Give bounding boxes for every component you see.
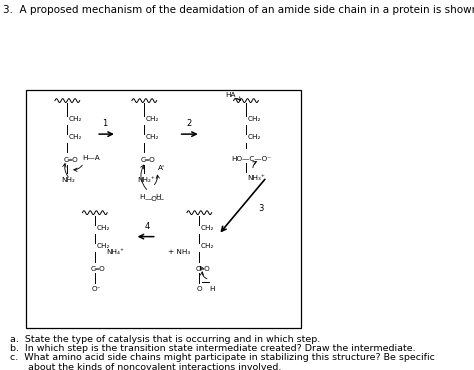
- Text: CH₂: CH₂: [146, 134, 159, 140]
- Text: 3: 3: [258, 204, 264, 213]
- Text: 1: 1: [102, 120, 108, 128]
- Text: H: H: [139, 195, 145, 201]
- Text: HA: HA: [226, 92, 236, 98]
- Text: O: O: [197, 286, 202, 292]
- Text: CH₂: CH₂: [201, 243, 214, 249]
- Text: H—A: H—A: [82, 155, 100, 161]
- Text: C: C: [195, 266, 200, 272]
- Text: + NH₃: + NH₃: [168, 249, 191, 255]
- Text: CH₂: CH₂: [96, 243, 109, 249]
- Text: NH₄⁺: NH₄⁺: [106, 249, 124, 255]
- Bar: [26, 90, 301, 327]
- Text: A': A': [158, 165, 165, 171]
- Text: H: H: [155, 195, 161, 201]
- Text: NH₃⁺: NH₃⁺: [247, 175, 265, 181]
- Text: =O: =O: [198, 266, 210, 272]
- Text: CH₂: CH₂: [201, 225, 214, 231]
- Text: O⁻: O⁻: [92, 286, 101, 292]
- Text: =O: =O: [93, 266, 105, 272]
- Text: C: C: [63, 157, 68, 163]
- Text: CH₂: CH₂: [69, 116, 82, 122]
- Text: C: C: [140, 157, 145, 163]
- Text: CH₂: CH₂: [247, 134, 261, 140]
- Text: =O: =O: [143, 157, 155, 163]
- Text: =O: =O: [66, 157, 78, 163]
- Text: about the kinds of noncovalent interactions involved.: about the kinds of noncovalent interacti…: [10, 363, 282, 370]
- Text: H: H: [209, 286, 214, 292]
- Text: —O—: —O—: [144, 196, 164, 202]
- Text: CH₂: CH₂: [146, 116, 159, 122]
- Text: c.  What amino acid side chains might participate in stabilizing this structure?: c. What amino acid side chains might par…: [10, 353, 435, 363]
- Text: 3.  A proposed mechanism of the deamidation of an amide side chain in a protein : 3. A proposed mechanism of the deamidati…: [3, 5, 474, 15]
- Text: NH₂: NH₂: [61, 177, 75, 183]
- Text: NH₂⁺: NH₂⁺: [137, 177, 155, 183]
- Text: 2: 2: [186, 120, 191, 128]
- Text: a.  State the type of catalysis that is occurring and in which step.: a. State the type of catalysis that is o…: [10, 335, 320, 344]
- Text: b.  In which step is the transition state intermediate created? Draw the interme: b. In which step is the transition state…: [10, 344, 416, 353]
- Text: C: C: [91, 266, 96, 272]
- Text: CH₂: CH₂: [96, 225, 109, 231]
- Text: 4: 4: [145, 222, 150, 231]
- Text: CH₂: CH₂: [247, 116, 261, 122]
- Text: HO—C—O⁻: HO—C—O⁻: [231, 156, 271, 162]
- Text: CH₂: CH₂: [69, 134, 82, 140]
